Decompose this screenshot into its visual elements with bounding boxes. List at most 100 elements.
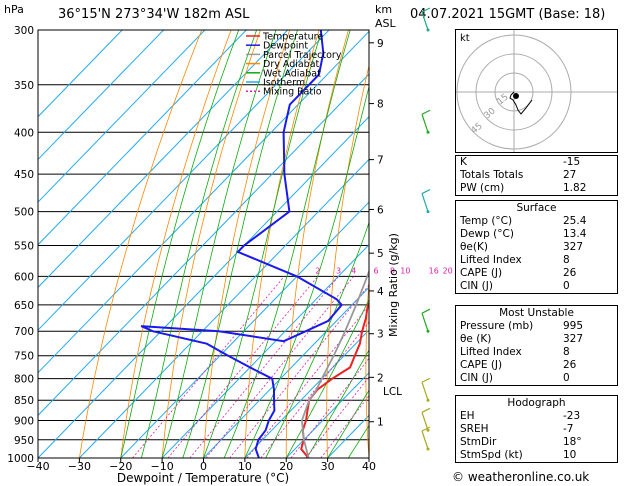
wind-barb-dot (426, 210, 430, 214)
mixing-ratio-line (290, 357, 369, 458)
pressure-tick-label: 1000 (7, 453, 34, 465)
isotherm-line (38, 30, 330, 331)
wet-adiabat-line (120, 30, 240, 458)
pressure-tick-label: 900 (14, 416, 34, 428)
surface-row: Temp (°C) 25.4 (460, 215, 587, 227)
mixing-ratio-label: 4 (351, 266, 356, 275)
wind-barb-flag (421, 189, 431, 195)
legend-entry: Isotherm (263, 78, 305, 89)
wind-barb-flag (421, 426, 431, 432)
mixing-ratio-label: 10 (400, 266, 410, 275)
mixing-ratio-label: 8 (390, 266, 395, 275)
pressure-tick-label: 700 (14, 326, 34, 338)
dry-adiabat-line (244, 30, 320, 458)
hodograph-table: Hodograph EH -23 SREH -7 StmDir 18° StmSpd … (455, 395, 618, 463)
wind-barb-staff (421, 11, 429, 31)
dry-adiabat-line (285, 30, 349, 458)
isotherm-line (285, 371, 369, 458)
wind-barb-dot (426, 428, 430, 432)
isotherm-line (120, 201, 369, 458)
x-tick-label: 40 (362, 460, 376, 473)
legend-entry: Wet Adiabat (263, 68, 321, 79)
legend-entry: Mixing Ratio (263, 87, 322, 98)
hodograph-ring-label-45: 45 (470, 121, 485, 136)
lcl-label: LCL (383, 386, 402, 398)
datetime-title: 04.07.2021 15GMT (Base: 18) (410, 7, 606, 22)
index-row-totals: Totals Totals 27 (460, 169, 577, 181)
wind-barb-flag (421, 7, 431, 13)
isotherm-line (38, 30, 206, 203)
hodograph-plot: kt 45 30 15 (456, 30, 617, 152)
wet-adiabat-line (141, 30, 257, 458)
pressure-tick-label: 650 (14, 300, 34, 312)
x-tick-label: −10 (151, 460, 174, 473)
hpa-unit-label: hPa (4, 3, 24, 16)
mixing-ratio-axis-label: Mixing Ratio (g/kg) (387, 233, 400, 337)
isotherm-line (244, 329, 369, 458)
wet-adiabat-line (306, 349, 369, 458)
km-unit-label: km (375, 3, 393, 16)
mixing-ratio-line (205, 276, 355, 458)
wind-barb-dot (426, 447, 430, 451)
dry-adiabat-line (120, 30, 232, 458)
dry-adiabat-line (203, 30, 291, 458)
wind-barb-staff (421, 412, 429, 431)
most-unstable-row: θe (K) 327 (460, 333, 584, 345)
profile-parcel-trajectory (300, 268, 369, 458)
profile-dewpoint (140, 30, 344, 458)
mixing-ratio-line (305, 376, 369, 458)
mixing-ratio-line (260, 321, 369, 458)
surface-title: Surface (516, 202, 557, 214)
pressure-tick-label: 750 (14, 351, 34, 363)
footer-credit[interactable]: © weatheronline.co.uk (452, 470, 590, 484)
pressure-tick-label: 850 (14, 395, 34, 407)
isotherm-line (38, 73, 369, 417)
wind-barb-staff (421, 193, 429, 212)
km-tick-label: 3 (377, 329, 384, 341)
isotherm-line (38, 30, 164, 161)
mixing-ratio-line (229, 284, 369, 458)
wind-barb-staff (421, 430, 429, 450)
pressure-tick-label: 300 (14, 25, 34, 37)
wind-barb-flag (421, 377, 431, 383)
km-tick-label: 7 (377, 155, 384, 167)
mixing-ratio-line (246, 304, 369, 458)
pressure-tick-label: 500 (14, 207, 34, 219)
hodograph-ring-label-30: 30 (483, 106, 498, 121)
hodograph-table-title: Hodograph (507, 397, 566, 409)
km-tick-label: 5 (377, 248, 384, 260)
km-tick-label: 8 (377, 99, 384, 111)
hodograph-row: StmSpd (kt) 10 (460, 449, 577, 461)
x-tick-label: −30 (68, 460, 91, 473)
legend-entry: Temperature (262, 32, 323, 43)
mixing-ratio-label: 6 (373, 266, 378, 275)
pressure-tick-label: 950 (14, 435, 34, 447)
surface-row: θe(K) 327 (460, 241, 584, 253)
most-unstable-title: Most Unstable (499, 307, 574, 319)
pressure-tick-label: 350 (14, 80, 34, 92)
legend-entry: Parcel Trajectory (263, 50, 342, 61)
wet-adiabat-line (161, 30, 277, 458)
dry-adiabat-line (79, 30, 203, 458)
x-axis-label: Dewpoint / Temperature (°C) (117, 471, 289, 485)
wet-adiabat-line (265, 221, 369, 458)
mixing-ratio-label: 20 (443, 266, 453, 275)
most-unstable-row: CIN (J) 0 (460, 372, 570, 384)
legend-entry: Dewpoint (263, 41, 308, 52)
mixing-ratio-label: 16 (429, 266, 439, 275)
hodograph-storm-marker (513, 93, 519, 99)
hodograph-row: EH -23 (460, 410, 581, 422)
wind-barb-staff (421, 313, 429, 332)
asl-unit-label: ASL (375, 17, 396, 30)
hodograph-ring-label-15: 15 (496, 92, 511, 107)
most-unstable-table: Most Unstable Pressure (mb) 995 θe (K) 327… (455, 305, 618, 386)
pressure-tick-label: 400 (14, 127, 34, 139)
pressure-tick-label: 450 (14, 169, 34, 181)
isotherm-line (38, 30, 289, 289)
mixing-ratio-line (167, 276, 319, 458)
hodograph-row: StmDir 18° (460, 436, 582, 448)
wet-adiabat-line (327, 389, 369, 458)
